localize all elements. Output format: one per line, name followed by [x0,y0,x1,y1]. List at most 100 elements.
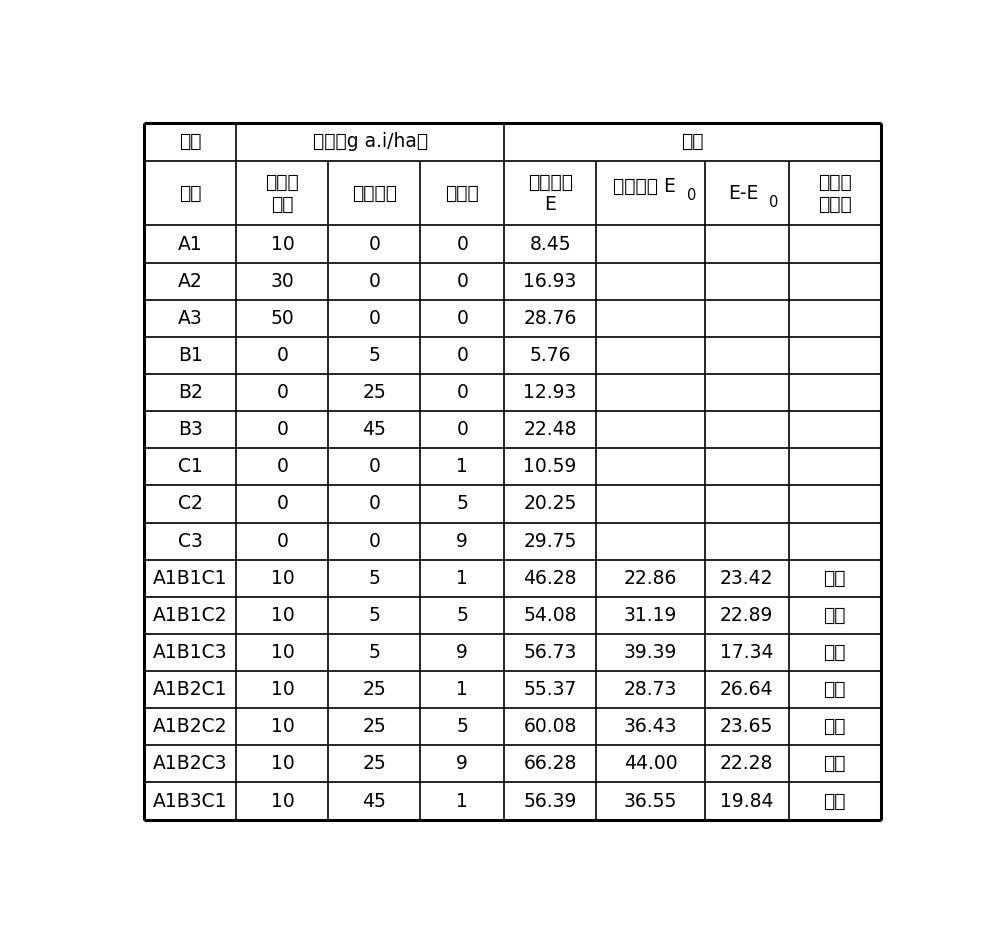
Text: 增效: 增效 [823,606,846,625]
Text: 0: 0 [276,532,288,550]
Text: 44.00: 44.00 [624,755,677,773]
Text: 增效: 增效 [823,755,846,773]
Text: 5: 5 [369,569,380,588]
Text: A1B3C1: A1B3C1 [153,791,228,811]
Text: 25: 25 [363,383,386,402]
Text: 5: 5 [456,717,468,736]
Text: 0: 0 [369,532,380,550]
Text: 0: 0 [769,195,778,210]
Text: 0: 0 [369,457,380,477]
Text: 剂量（g a.i/ha）: 剂量（g a.i/ha） [313,132,428,151]
Text: 31.19: 31.19 [624,606,677,625]
Text: 编号: 编号 [179,184,202,202]
Text: B2: B2 [178,383,203,402]
Text: C1: C1 [178,457,203,477]
Text: 0: 0 [276,494,288,513]
Text: A3: A3 [178,309,203,327]
Text: 28.73: 28.73 [624,680,677,699]
Text: 10: 10 [271,680,294,699]
Text: C3: C3 [178,532,203,550]
Text: 45: 45 [363,791,386,811]
Text: 22.48: 22.48 [523,420,577,439]
Text: 10: 10 [271,643,294,662]
Text: C2: C2 [178,494,203,513]
Text: 5: 5 [456,494,468,513]
Text: 25: 25 [363,680,386,699]
Text: 双草醚: 双草醚 [445,184,479,202]
Text: 22.28: 22.28 [720,755,773,773]
Text: 增效: 增效 [823,717,846,736]
Text: 19.84: 19.84 [720,791,774,811]
Text: 处理: 处理 [179,132,202,151]
Text: 26.64: 26.64 [720,680,774,699]
Text: 45: 45 [363,420,386,439]
Text: 10: 10 [271,569,294,588]
Text: A1B2C2: A1B2C2 [153,717,228,736]
Text: 5: 5 [369,606,380,625]
Text: 1: 1 [456,680,468,699]
Text: 异噁草松: 异噁草松 [352,184,397,202]
Text: E-E: E-E [728,184,758,202]
Text: 22.89: 22.89 [720,606,773,625]
Text: 0: 0 [276,346,288,365]
Text: 12.93: 12.93 [523,383,577,402]
Text: 实际防效
E: 实际防效 E [528,173,573,214]
Text: 5: 5 [369,346,380,365]
Text: 0: 0 [456,420,468,439]
Text: A1B1C1: A1B1C1 [153,569,228,588]
Text: 10: 10 [271,755,294,773]
Text: 0: 0 [369,309,380,327]
Text: 36.55: 36.55 [624,791,677,811]
Text: 0: 0 [456,309,468,327]
Text: 9: 9 [456,532,468,550]
Text: 联合作
用类型: 联合作 用类型 [818,173,851,214]
Text: 25: 25 [363,755,386,773]
Text: 23.42: 23.42 [720,569,774,588]
Text: A2: A2 [178,272,203,291]
Text: 16.93: 16.93 [523,272,577,291]
Text: 增效: 增效 [823,569,846,588]
Text: 10: 10 [271,606,294,625]
Text: A1B1C2: A1B1C2 [153,606,228,625]
Text: 噁唑酰
草胺: 噁唑酰 草胺 [266,173,299,214]
Text: 39.39: 39.39 [624,643,677,662]
Text: 增效: 增效 [823,680,846,699]
Text: 稗草: 稗草 [681,132,704,151]
Text: 0: 0 [369,494,380,513]
Text: 10.59: 10.59 [523,457,577,477]
Text: 5: 5 [456,606,468,625]
Text: 0: 0 [276,420,288,439]
Text: 0: 0 [276,383,288,402]
Text: 9: 9 [456,643,468,662]
Text: 29.75: 29.75 [523,532,577,550]
Text: 23.65: 23.65 [720,717,773,736]
Text: B3: B3 [178,420,203,439]
Text: 46.28: 46.28 [523,569,577,588]
Text: A1B2C1: A1B2C1 [153,680,228,699]
Text: 55.37: 55.37 [523,680,577,699]
Text: 36.43: 36.43 [624,717,677,736]
Text: 9: 9 [456,755,468,773]
Text: A1B2C3: A1B2C3 [153,755,228,773]
Text: 30: 30 [271,272,294,291]
Text: 60.08: 60.08 [523,717,577,736]
Text: 22.86: 22.86 [624,569,677,588]
Text: 0: 0 [369,234,380,254]
Text: 20.25: 20.25 [523,494,577,513]
Text: 66.28: 66.28 [523,755,577,773]
Text: 56.39: 56.39 [523,791,577,811]
Text: 1: 1 [456,569,468,588]
Text: 54.08: 54.08 [523,606,577,625]
Text: 8.45: 8.45 [529,234,571,254]
Text: 5: 5 [369,643,380,662]
Text: 5.76: 5.76 [529,346,571,365]
Text: 0: 0 [369,272,380,291]
Text: 0: 0 [456,234,468,254]
Text: 增效: 增效 [823,643,846,662]
Text: 56.73: 56.73 [523,643,577,662]
Text: 0: 0 [456,383,468,402]
Text: 1: 1 [456,791,468,811]
Text: 0: 0 [276,457,288,477]
Text: 50: 50 [271,309,294,327]
Text: A1B1C3: A1B1C3 [153,643,228,662]
